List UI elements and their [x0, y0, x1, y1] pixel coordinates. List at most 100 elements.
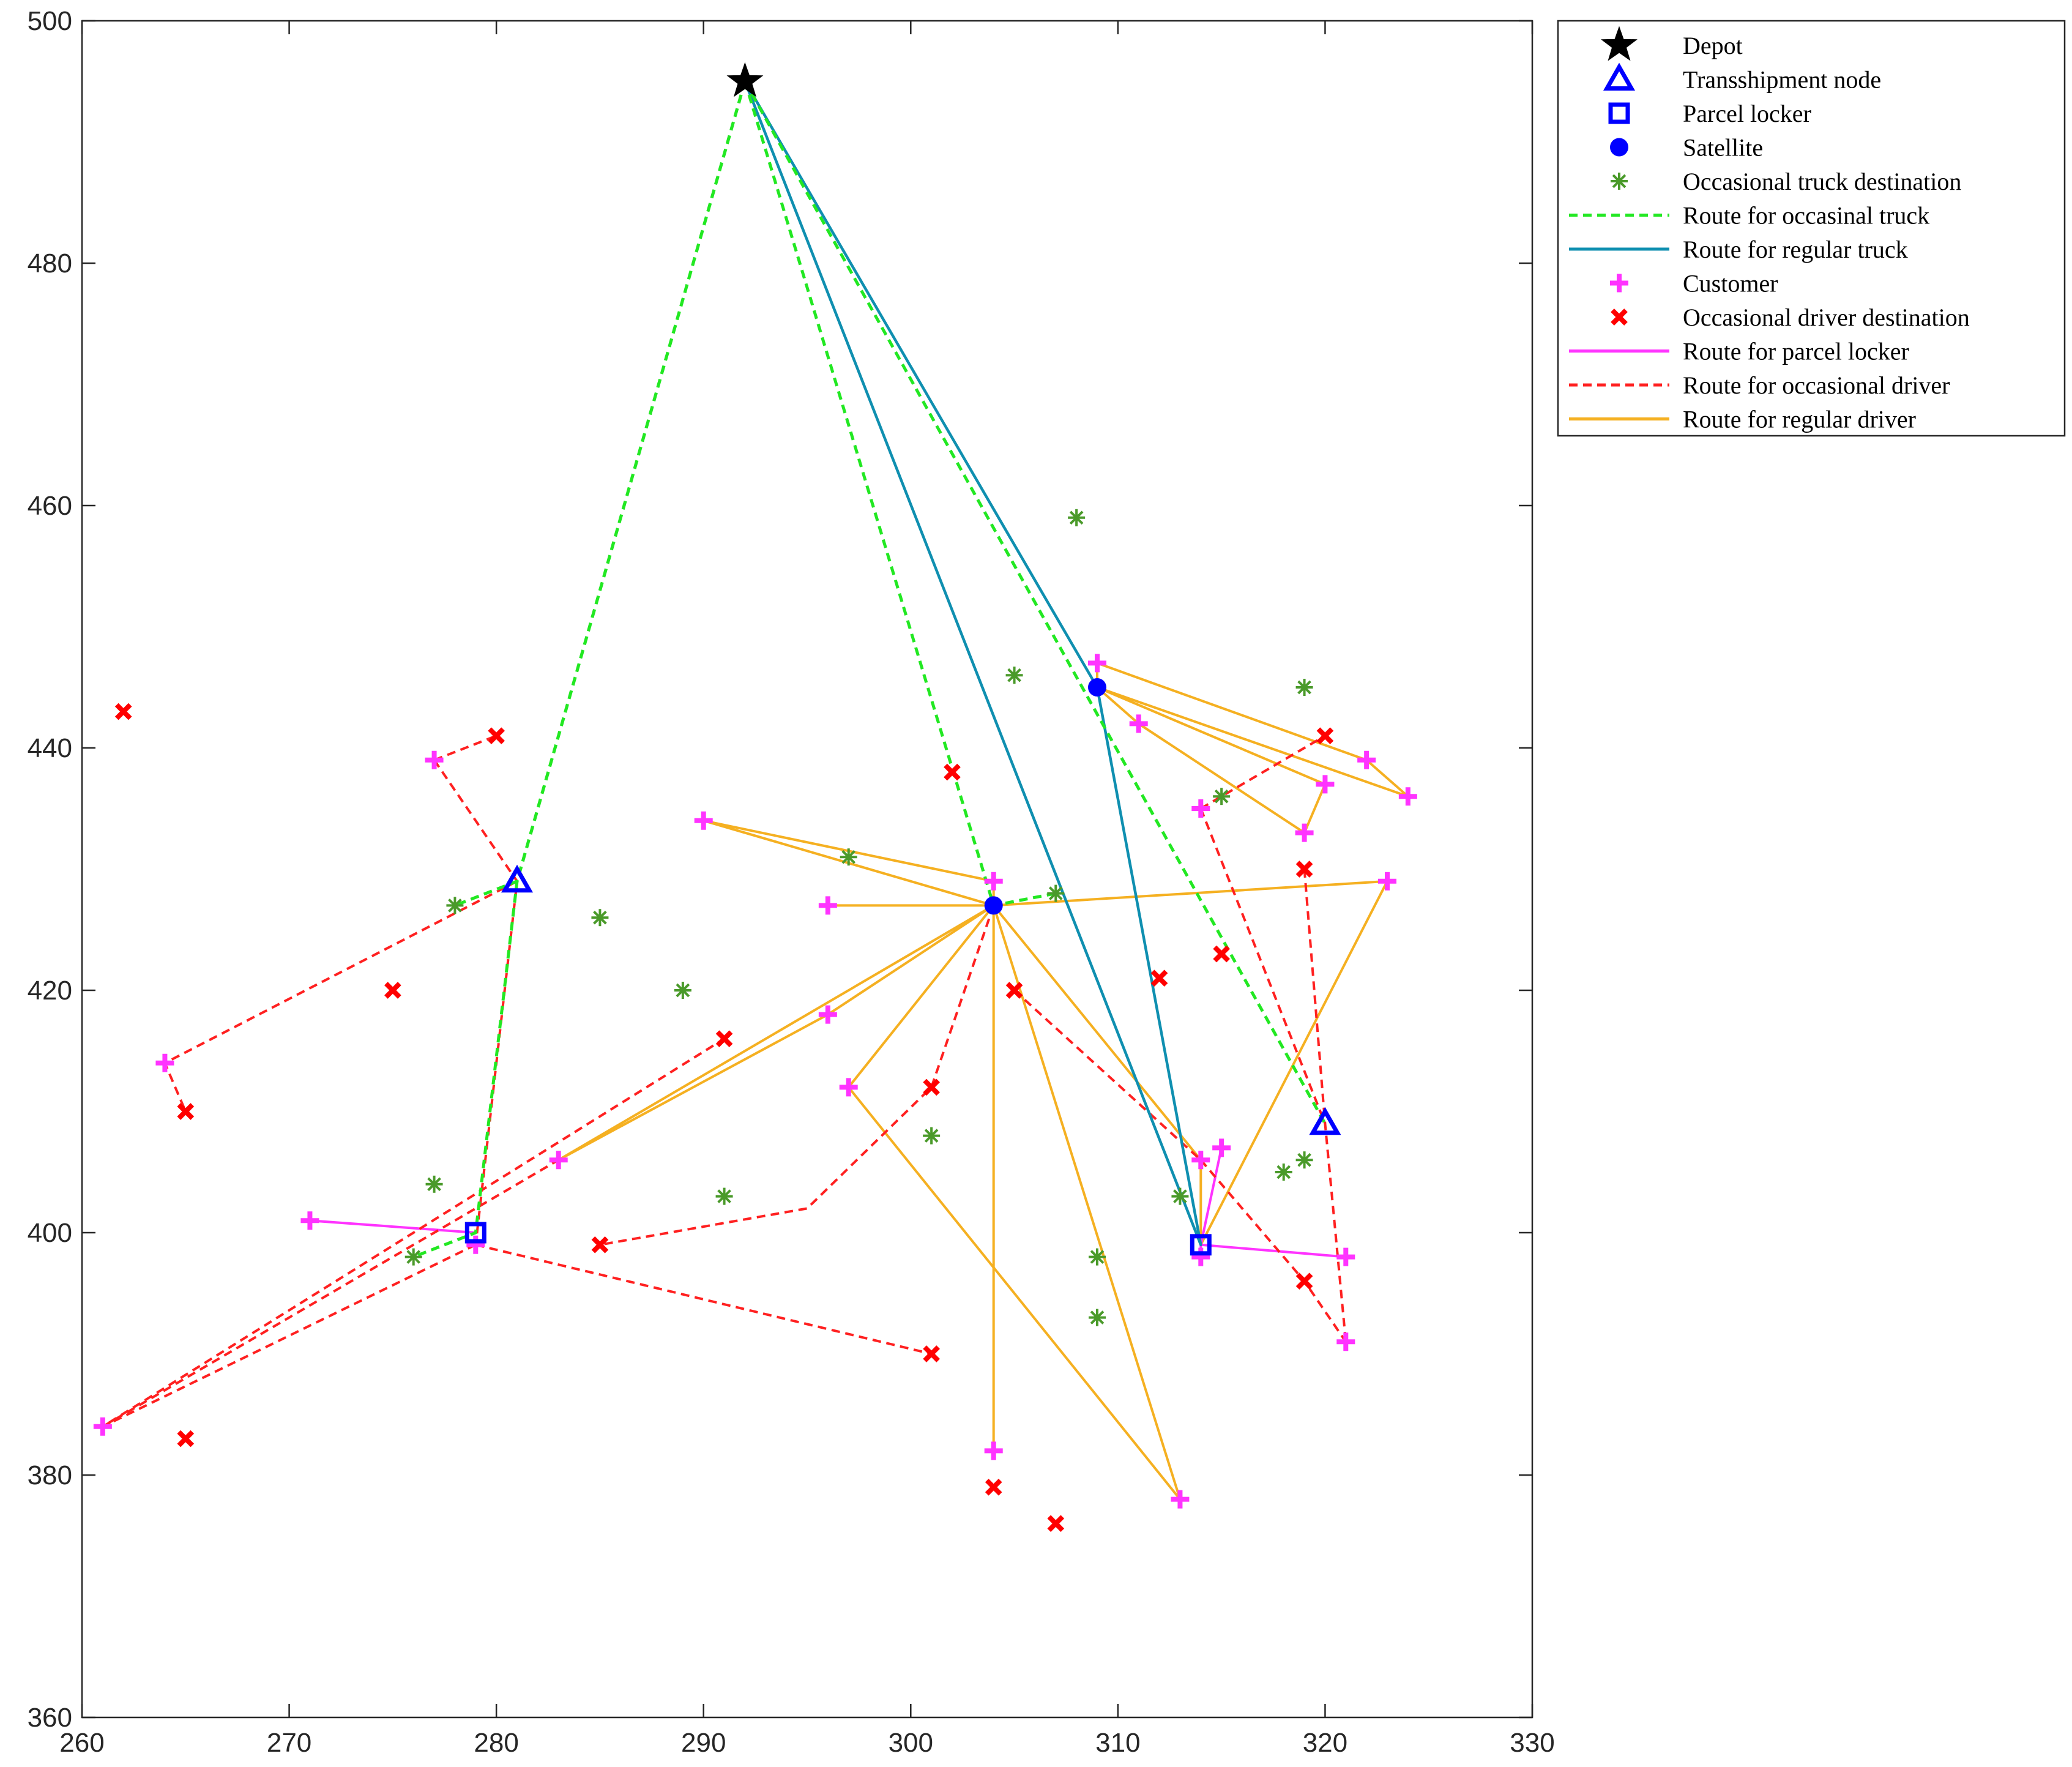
legend-dot-marker [1610, 138, 1628, 157]
x-tick-label: 260 [59, 1728, 104, 1758]
occasional-truck-destination [1171, 1187, 1189, 1205]
occasional-driver-route-1 [433, 734, 497, 761]
legend-cross-marker [1611, 308, 1628, 326]
occasional-truck-destination [591, 909, 609, 927]
occasional-truck-destination [1047, 884, 1065, 902]
parcel-locker-route-4 [1201, 1243, 1346, 1258]
occasional-truck-destination [1275, 1164, 1292, 1181]
y-tick-label: 420 [28, 976, 72, 1006]
legend-label: Occasional driver destination [1683, 304, 1970, 331]
occasional-driver-destination [1316, 727, 1334, 745]
occasional-truck-destination [674, 982, 691, 999]
customer-marker [1295, 823, 1314, 842]
legend-label: Occasional truck destination [1683, 168, 1961, 195]
occasional-truck-route-4 [743, 80, 1327, 1125]
legend-plus-marker [1610, 274, 1628, 293]
x-tick-label: 330 [1510, 1728, 1554, 1758]
occasional-driver-route-7 [600, 905, 995, 1246]
customer-marker [1191, 799, 1210, 818]
occasional-driver-route-10 [1303, 869, 1347, 1342]
occasional-truck-destination [1295, 1151, 1313, 1169]
customer-marker [1398, 787, 1417, 806]
legend-item: Route for regular driver [1569, 406, 1916, 433]
legend-square-marker [1608, 102, 1630, 124]
occasional-truck-destination [840, 848, 857, 866]
legend-asterisk-marker [1611, 173, 1628, 190]
legend-label: Route for regular truck [1683, 236, 1908, 263]
occasional-driver-destination [944, 763, 961, 781]
y-tick-label: 400 [28, 1218, 72, 1248]
legend-item: Transshipment node [1603, 62, 1881, 94]
y-tick-label: 440 [28, 733, 72, 763]
legend-item: Occasional truck destination [1611, 168, 1961, 195]
plot-area-box [81, 20, 1534, 1719]
occasional-truck-destination [1089, 1309, 1106, 1326]
occasional-truck-destination [404, 1248, 422, 1266]
customer-marker [1378, 872, 1396, 891]
customer-marker [1171, 1490, 1190, 1509]
x-tick-label: 310 [1095, 1728, 1140, 1758]
customer-marker [1336, 1247, 1355, 1266]
legend-triangle-marker [1603, 62, 1636, 91]
occasional-truck-destination [1213, 788, 1231, 805]
legend-item: Depot [1601, 26, 1743, 61]
regular-truck-route-1 [743, 80, 1202, 1247]
occasional-driver-destination [177, 1103, 195, 1120]
x-tick-label: 300 [889, 1728, 933, 1758]
legend-item: Route for regular truck [1569, 236, 1908, 263]
regular-driver-route-7 [557, 904, 994, 1162]
x-tick-label: 320 [1303, 1728, 1347, 1758]
occasional-truck-destination [446, 897, 464, 914]
occasional-truck-destination [1295, 679, 1313, 696]
customer-marker [984, 872, 1003, 891]
occasional-driver-destination [384, 982, 401, 999]
occasional-driver-destination [1047, 1515, 1065, 1533]
y-tick-label: 360 [28, 1703, 72, 1733]
legend: Depot Transshipment node Parcel locker Sate… [1557, 20, 2066, 437]
parcel-locker-route-1 [310, 1219, 476, 1234]
legend-label: Route for occasional driver [1683, 372, 1950, 399]
parcel-locker-marker [1190, 1234, 1212, 1256]
legend-label: Route for occasinal truck [1683, 202, 1929, 230]
customer-marker [818, 1005, 837, 1024]
occasional-driver-route-9 [1199, 808, 1327, 1124]
occasional-driver-destination [591, 1236, 609, 1253]
y-tick-label: 460 [28, 491, 72, 521]
occasional-driver-destination [715, 1030, 733, 1048]
transshipment-node-marker [1309, 1107, 1341, 1135]
legend-item: Customer [1610, 270, 1778, 297]
legend-label: Depot [1683, 32, 1743, 59]
y-tick-label: 500 [28, 6, 72, 36]
customer-marker [818, 896, 837, 915]
occasional-driver-destination [923, 1345, 940, 1362]
customer-marker [984, 1441, 1003, 1460]
customer-marker [1191, 1247, 1210, 1266]
legend-item: Route for parcel locker [1569, 338, 1909, 365]
legend-item: Satellite [1610, 134, 1763, 162]
occasional-driver-route-4 [475, 1243, 932, 1355]
occasional-truck-destination [1005, 667, 1023, 684]
legend-item: Parcel locker [1608, 100, 1811, 127]
occasional-driver-destination [177, 1430, 195, 1448]
customer-marker [1088, 654, 1106, 673]
occasional-driver-destination [1295, 861, 1313, 878]
customer-marker [93, 1417, 112, 1436]
legend-label: Parcel locker [1683, 100, 1811, 127]
legend-item: Route for occasinal truck [1569, 202, 1929, 230]
customer-marker [1212, 1138, 1231, 1157]
legend-label: Transshipment node [1683, 66, 1881, 94]
satellite-marker [1088, 678, 1106, 697]
legend-label: Customer [1683, 270, 1778, 297]
occasional-driver-destination [923, 1078, 940, 1096]
customer-marker [1129, 714, 1148, 733]
customer-marker [1336, 1332, 1355, 1351]
y-tick-label: 380 [28, 1460, 72, 1490]
occasional-truck-destination [923, 1127, 941, 1145]
customer-marker [549, 1151, 568, 1170]
customer-marker [300, 1211, 319, 1230]
occasional-driver-destination [1295, 1272, 1313, 1290]
customer-marker [1191, 1151, 1210, 1170]
customer-marker [1357, 750, 1376, 769]
x-tick-label: 270 [267, 1728, 311, 1758]
